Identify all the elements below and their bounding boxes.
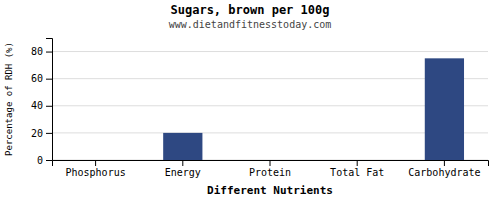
y-tick: 0 — [37, 155, 52, 166]
x-tick-label: Phosphorus — [65, 167, 125, 178]
y-tick-label: 20 — [31, 128, 43, 139]
x-tick: Protein — [249, 160, 291, 178]
x-tick: Carbohydrate — [408, 160, 480, 178]
plot: Phosphorus Energy Protein Total Fat Carbohyd… — [31, 39, 489, 179]
y-tick-mark — [46, 52, 52, 53]
bars — [163, 58, 464, 160]
x-axis: Phosphorus Energy Protein Total Fat Carbohyd… — [53, 160, 489, 178]
x-tick-mark — [357, 160, 358, 166]
y-tick: 20 — [31, 128, 52, 139]
bar — [338, 160, 377, 161]
y-tick-mark — [46, 160, 52, 161]
y-tick-label: 0 — [37, 155, 43, 166]
y-tick-label: 60 — [31, 73, 43, 84]
y-tick-mark — [46, 106, 52, 107]
title: Sugars, brown per 100g — [171, 3, 330, 17]
y-axis-line — [46, 39, 53, 161]
grid-line — [52, 132, 488, 133]
y-tick-label: 80 — [31, 46, 43, 57]
x-tick-mark — [444, 160, 445, 166]
bar — [425, 58, 464, 160]
x-tick: Phosphorus — [65, 160, 125, 178]
grid-line — [52, 105, 488, 106]
y-axis-title: Percentage of RDH (%) — [4, 42, 14, 156]
subtitle: www.dietandfitnesstoday.com — [169, 19, 332, 30]
x-tick-mark — [182, 160, 183, 166]
y-tick-mark — [46, 79, 52, 80]
x-tick-mark — [270, 160, 271, 166]
y-tick-label: 40 — [31, 100, 43, 111]
x-tick: Total Fat — [330, 160, 384, 178]
grid-line — [52, 51, 488, 52]
y-tick: 60 — [31, 73, 52, 84]
bar — [76, 160, 115, 161]
x-tick-label: Carbohydrate — [408, 167, 480, 178]
x-tick-label: Protein — [249, 167, 291, 178]
y-axis: 0 20 40 60 80 — [31, 39, 53, 166]
bar — [250, 160, 289, 161]
grid — [52, 52, 488, 160]
y-tick: 80 — [31, 46, 52, 57]
x-tick-mark — [95, 160, 96, 166]
y-tick-mark — [46, 133, 52, 134]
x-tick-label: Total Fat — [330, 167, 384, 178]
x-axis-line — [53, 161, 489, 167]
chart: Phosphorus Energy Protein Total Fat Carbohyd… — [0, 0, 500, 200]
bar — [163, 133, 202, 160]
y-tick: 40 — [31, 100, 52, 111]
x-tick-label: Energy — [165, 167, 201, 178]
grid-line — [52, 78, 488, 79]
x-axis-title: Different Nutrients — [207, 184, 333, 197]
x-tick: Energy — [165, 160, 201, 178]
